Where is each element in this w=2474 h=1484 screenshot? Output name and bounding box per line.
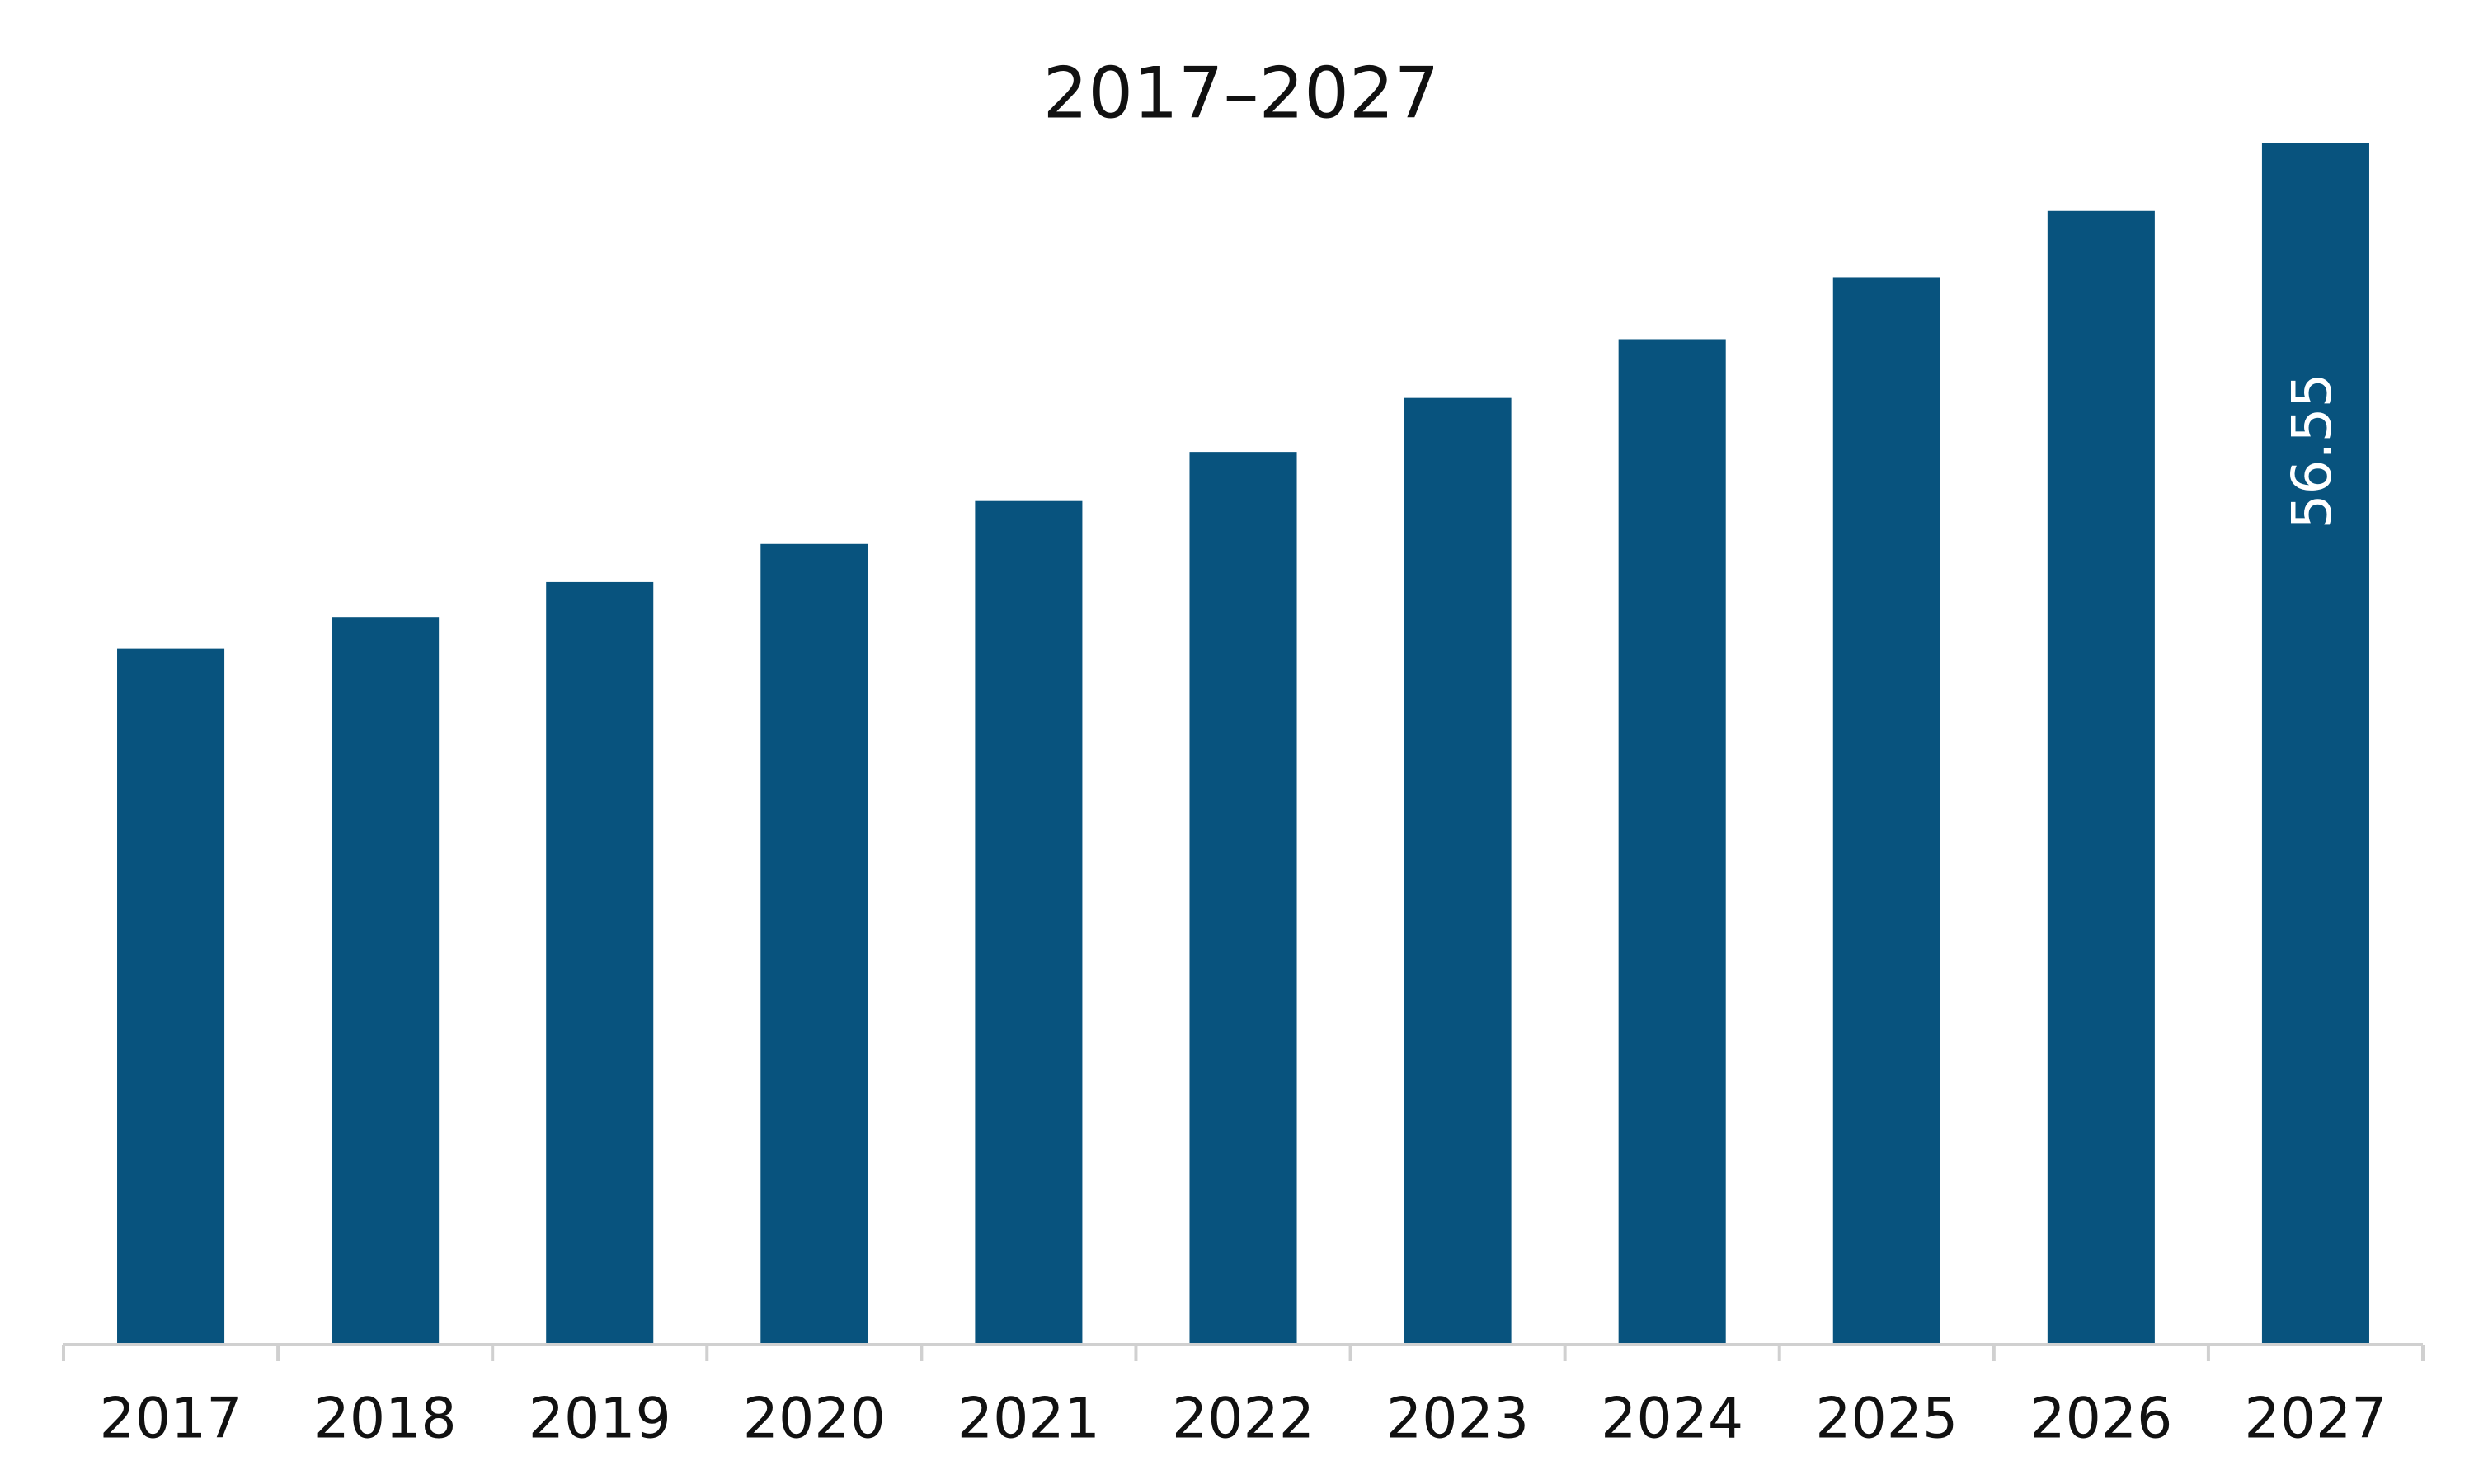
- x-tick-label: 2021: [957, 1387, 1100, 1452]
- x-tick-label: 2017: [100, 1387, 242, 1452]
- bar: [332, 617, 440, 1345]
- bar: [975, 500, 1083, 1345]
- x-tick-label: 2023: [1386, 1387, 1529, 1452]
- data-label: 56.55: [2280, 373, 2344, 529]
- bar: [1189, 452, 1297, 1345]
- bar: [546, 581, 654, 1345]
- bar: [1832, 277, 1940, 1345]
- bar: [1618, 339, 1726, 1345]
- x-tick-label: 2024: [1601, 1387, 1743, 1452]
- x-tick-label: 2027: [2244, 1387, 2387, 1452]
- x-tick-label: 2020: [743, 1387, 886, 1452]
- x-tick-label: 2026: [2030, 1387, 2172, 1452]
- bar: [1404, 397, 1512, 1345]
- x-tick-label: 2018: [314, 1387, 457, 1452]
- x-tick-label: 2025: [1815, 1387, 1958, 1452]
- bar: [117, 648, 225, 1345]
- bar: [760, 543, 868, 1345]
- bar: [2261, 143, 2369, 1345]
- x-tick-label: 2019: [529, 1387, 671, 1452]
- chart-title: 2017–2027: [1043, 52, 1440, 134]
- x-tick-label: 2022: [1172, 1387, 1315, 1452]
- bar: [2047, 210, 2155, 1345]
